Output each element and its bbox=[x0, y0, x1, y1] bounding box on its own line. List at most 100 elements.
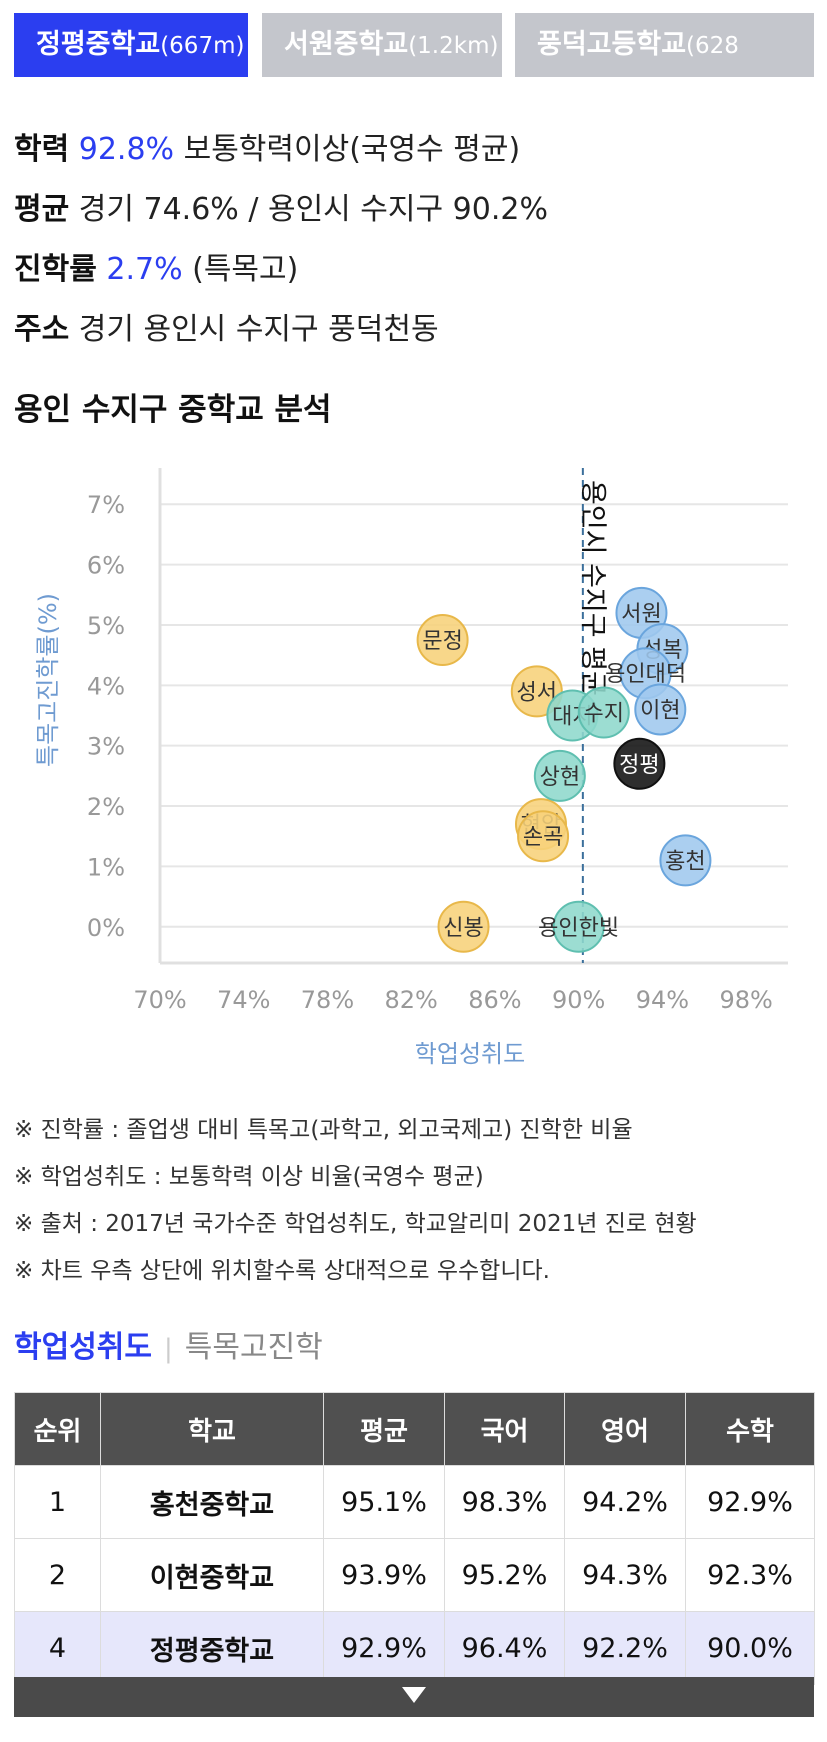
y-tick-label: 6% bbox=[87, 552, 125, 580]
note-source: ※ 출처 : 2017년 국가수준 학업성취도, 학교알리미 2021년 진로 … bbox=[14, 1211, 697, 1237]
data-point bbox=[577, 686, 630, 739]
y-tick-label: 0% bbox=[87, 914, 125, 942]
data-point bbox=[659, 834, 712, 887]
x-tick-label: 86% bbox=[468, 986, 521, 1014]
cell-english: 94.3% bbox=[564, 1538, 686, 1612]
header-korean: 국어 bbox=[444, 1392, 565, 1466]
tab-seowon[interactable]: 서원중학교(1.2km) bbox=[262, 13, 502, 77]
chart-axes: 0% 1% 2% 3% 4% 5% 6% 7% 70% 74% 78% 82% 86% 90% 94% 98% bbox=[87, 468, 788, 1014]
data-point-label: 용인한빛 bbox=[538, 916, 619, 941]
data-point bbox=[437, 900, 490, 953]
average-text: 경기 74.6% / 용인시 수지구 90.2% bbox=[78, 192, 548, 227]
cell-korean: 96.4% bbox=[444, 1611, 565, 1685]
y-tick-label: 3% bbox=[87, 733, 125, 761]
achievement-value: 92.8% bbox=[78, 132, 175, 167]
data-point-label: 손곡 bbox=[523, 825, 563, 850]
y-tick-label: 2% bbox=[87, 793, 125, 821]
x-tick-label: 90% bbox=[552, 986, 605, 1014]
y-tick-label: 7% bbox=[87, 491, 125, 519]
y-tick-label: 4% bbox=[87, 672, 125, 700]
reference-line-group: 용인시 수지구 평균 bbox=[577, 468, 608, 963]
ranking-subtabs: 학업성취도 | 특목고진학 bbox=[14, 1322, 323, 1366]
data-point-label: 수지 bbox=[584, 701, 624, 726]
data-point-label: 문정 bbox=[422, 629, 462, 654]
address-line: 주소 경기 용인시 수지구 풍덕천동 bbox=[14, 304, 439, 348]
advance-desc: (특목고) bbox=[192, 252, 299, 287]
subtab-divider: | bbox=[164, 1334, 173, 1364]
header-english: 영어 bbox=[564, 1392, 686, 1466]
table-row[interactable]: 1 홍천중학교 95.1% 98.3% 94.2% 92.9% bbox=[14, 1465, 815, 1539]
cell-math: 92.3% bbox=[685, 1538, 815, 1612]
x-tick-label: 94% bbox=[636, 986, 689, 1014]
scatter-chart: 0% 1% 2% 3% 4% 5% 6% 7% 70% 74% 78% 82% 86% 90% 94% 98%… bbox=[34, 468, 788, 1068]
subtab-achievement[interactable]: 학업성취도 bbox=[14, 1330, 152, 1365]
chart-points: 문정성서현암손곡신봉대지수지상현용인한빛서원성복용인대덕이현홍천정평 bbox=[416, 586, 712, 953]
y-axis-label: 특목고진학률(%) bbox=[34, 593, 62, 767]
tab-distance: (1.2km) bbox=[408, 33, 499, 59]
reference-line-label: 용인시 수지구 평균 bbox=[577, 480, 608, 696]
header-school: 학교 bbox=[100, 1392, 324, 1466]
cell-school: 이현중학교 bbox=[100, 1538, 324, 1612]
note-achievement: ※ 학업성취도 : 보통학력 이상 비율(국영수 평균) bbox=[14, 1164, 484, 1190]
tab-distance: (628 bbox=[686, 33, 739, 59]
tab-name: 서원중학교 bbox=[284, 29, 409, 60]
chart-grid bbox=[160, 503, 788, 928]
tab-jeongpyeong[interactable]: 정평중학교(667m) bbox=[14, 13, 248, 77]
data-point-label: 상현 bbox=[540, 765, 580, 790]
cell-school: 홍천중학교 bbox=[100, 1465, 324, 1539]
table-row-current-school[interactable]: 4 정평중학교 92.9% 96.4% 92.2% 90.0% bbox=[14, 1611, 815, 1685]
advance-label: 진학률 bbox=[14, 252, 97, 287]
cell-average: 95.1% bbox=[323, 1465, 445, 1539]
section-title: 용인 수지구 중학교 분석 bbox=[14, 392, 332, 428]
data-point-label: 정평 bbox=[619, 753, 659, 778]
tab-name: 정평중학교 bbox=[36, 29, 161, 60]
y-tick-label: 5% bbox=[87, 612, 125, 640]
header-average: 평균 bbox=[323, 1392, 445, 1466]
x-tick-label: 82% bbox=[385, 986, 438, 1014]
table-header-row: 순위 학교 평균 국어 영어 수학 bbox=[14, 1392, 815, 1466]
data-point-label: 이현 bbox=[640, 698, 680, 723]
data-point bbox=[613, 737, 666, 790]
note-guide: ※ 차트 우측 상단에 위치할수록 상대적으로 우수합니다. bbox=[14, 1258, 550, 1284]
triangle-down-icon bbox=[402, 1687, 426, 1703]
cell-math: 92.9% bbox=[685, 1465, 815, 1539]
expand-table-button[interactable] bbox=[14, 1677, 814, 1717]
note-advance-rate: ※ 진학률 : 졸업생 대비 특목고(과학고, 외고국제고) 진학한 비율 bbox=[14, 1117, 633, 1143]
cell-rank: 2 bbox=[14, 1538, 101, 1612]
advance-value: 2.7% bbox=[106, 252, 183, 287]
x-axis-label: 학업성취도 bbox=[415, 1040, 525, 1068]
data-point bbox=[533, 749, 586, 802]
data-point bbox=[416, 614, 469, 667]
tab-distance: (667m) bbox=[160, 33, 245, 59]
tab-pungdeok[interactable]: 풍덕고등학교(628 bbox=[515, 13, 814, 77]
achievement-desc: 보통학력이상(국영수 평균) bbox=[183, 132, 521, 167]
header-rank: 순위 bbox=[14, 1392, 101, 1466]
average-label: 평균 bbox=[14, 192, 70, 227]
cell-english: 94.2% bbox=[564, 1465, 686, 1539]
x-tick-label: 78% bbox=[301, 986, 354, 1014]
data-point bbox=[517, 810, 570, 863]
cell-average: 93.9% bbox=[323, 1538, 445, 1612]
achievement-line: 학력 92.8% 보통학력이상(국영수 평균) bbox=[14, 124, 520, 168]
cell-average: 92.9% bbox=[323, 1611, 445, 1685]
cell-english: 92.2% bbox=[564, 1611, 686, 1685]
ranking-table: 순위 학교 평균 국어 영어 수학 1 홍천중학교 95.1% 98.3% 94… bbox=[14, 1392, 815, 1685]
cell-school: 정평중학교 bbox=[100, 1611, 324, 1685]
data-point bbox=[552, 900, 605, 953]
address-label: 주소 bbox=[14, 312, 70, 347]
x-tick-label: 98% bbox=[719, 986, 772, 1014]
advance-line: 진학률 2.7% (특목고) bbox=[14, 244, 298, 288]
data-point-label: 홍천 bbox=[665, 849, 705, 874]
tab-name: 풍덕고등학교 bbox=[537, 29, 687, 60]
achievement-label: 학력 bbox=[14, 132, 70, 167]
data-point-label: 용인대덕 bbox=[605, 662, 686, 687]
address-text: 경기 용인시 수지구 풍덕천동 bbox=[78, 312, 439, 347]
subtab-advance[interactable]: 특목고진학 bbox=[184, 1330, 323, 1365]
x-tick-label: 70% bbox=[133, 986, 186, 1014]
table-row[interactable]: 2 이현중학교 93.9% 95.2% 94.3% 92.3% bbox=[14, 1538, 815, 1612]
data-point bbox=[634, 683, 687, 736]
average-line: 평균 경기 74.6% / 용인시 수지구 90.2% bbox=[14, 184, 548, 228]
data-point-label: 서원 bbox=[621, 602, 661, 627]
data-point-label: 성서 bbox=[517, 680, 557, 705]
cell-korean: 98.3% bbox=[444, 1465, 565, 1539]
